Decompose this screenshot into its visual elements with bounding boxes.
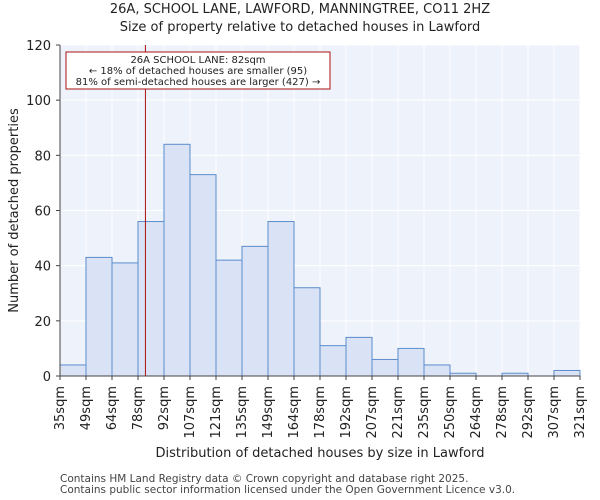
histogram-bar — [293, 287, 321, 377]
y-tick-label: 20 — [34, 315, 51, 330]
histogram-bar — [423, 364, 451, 377]
x-tick-label: 121sqm — [209, 386, 224, 439]
footer-attribution-2: Contains public sector information licen… — [60, 484, 516, 496]
chart-subtitle: Size of property relative to detached ho… — [119, 20, 481, 35]
histogram-bar — [137, 221, 165, 377]
y-tick-label: 0 — [43, 370, 51, 385]
x-tick-label: 192sqm — [339, 386, 354, 439]
histogram-bar — [215, 259, 243, 377]
x-tick-label: 307sqm — [547, 386, 562, 439]
histogram-bar — [241, 245, 269, 377]
histogram-bar — [163, 143, 191, 377]
y-axis-label: Number of detached properties — [7, 108, 22, 313]
annotation-border — [65, 51, 331, 90]
x-tick-label: 35sqm — [53, 386, 68, 430]
bars — [59, 143, 581, 377]
x-tick-label: 235sqm — [417, 386, 432, 439]
x-tick-label: 250sqm — [443, 386, 458, 439]
y-tick-label: 100 — [26, 94, 51, 109]
x-tick-label: 321sqm — [573, 386, 588, 439]
x-tick-label: 264sqm — [469, 386, 484, 439]
x-tick-label: 221sqm — [391, 386, 406, 439]
x-tick-label: 149sqm — [261, 386, 276, 439]
x-tick-label: 107sqm — [183, 386, 198, 439]
y-tick-label: 60 — [34, 205, 51, 220]
histogram-bar — [85, 256, 113, 377]
annotation-box: 26A SCHOOL LANE: 82sqm ← 18% of detached… — [65, 51, 331, 90]
x-tick-label: 135sqm — [235, 386, 250, 439]
x-tick-label: 164sqm — [287, 386, 302, 439]
x-tick-label: 92sqm — [157, 386, 172, 430]
histogram-bar — [345, 336, 373, 377]
y-axis-ticks: 0 20 40 60 80 100 120 — [26, 39, 60, 385]
x-axis-ticks: 35sqm 49sqm 64sqm 78sqm 92sqm 107sqm 121sqm 135… — [53, 376, 588, 439]
annotation-line-1: 26A SCHOOL LANE: 82sqm — [130, 55, 265, 66]
y-tick-label: 40 — [34, 260, 51, 275]
x-tick-label: 49sqm — [79, 386, 94, 430]
histogram-bar — [371, 358, 399, 377]
x-tick-label: 178sqm — [313, 386, 328, 439]
histogram-bar — [111, 262, 139, 377]
histogram-bar — [59, 364, 87, 377]
x-tick-label: 292sqm — [521, 386, 536, 439]
annotation-line-3: 81% of semi-detached houses are larger (… — [76, 77, 321, 88]
histogram-bar — [267, 221, 295, 377]
footer-attribution-1: Contains HM Land Registry data © Crown c… — [60, 473, 469, 485]
y-tick-label: 80 — [34, 149, 51, 164]
histogram-bar — [319, 345, 347, 377]
x-tick-label: 207sqm — [365, 386, 380, 439]
x-axis-label: Distribution of detached houses by size … — [156, 446, 485, 461]
x-tick-label: 78sqm — [131, 386, 146, 430]
histogram-bar — [189, 174, 217, 377]
x-tick-label: 64sqm — [105, 386, 120, 430]
x-tick-label: 278sqm — [495, 386, 510, 439]
histogram-bar — [397, 347, 425, 377]
y-tick-label: 120 — [26, 39, 51, 54]
chart-title: 26A, SCHOOL LANE, LAWFORD, MANNINGTREE, … — [109, 2, 491, 17]
annotation-line-2: ← 18% of detached houses are smaller (95… — [89, 66, 307, 77]
histogram-bar — [553, 369, 581, 377]
